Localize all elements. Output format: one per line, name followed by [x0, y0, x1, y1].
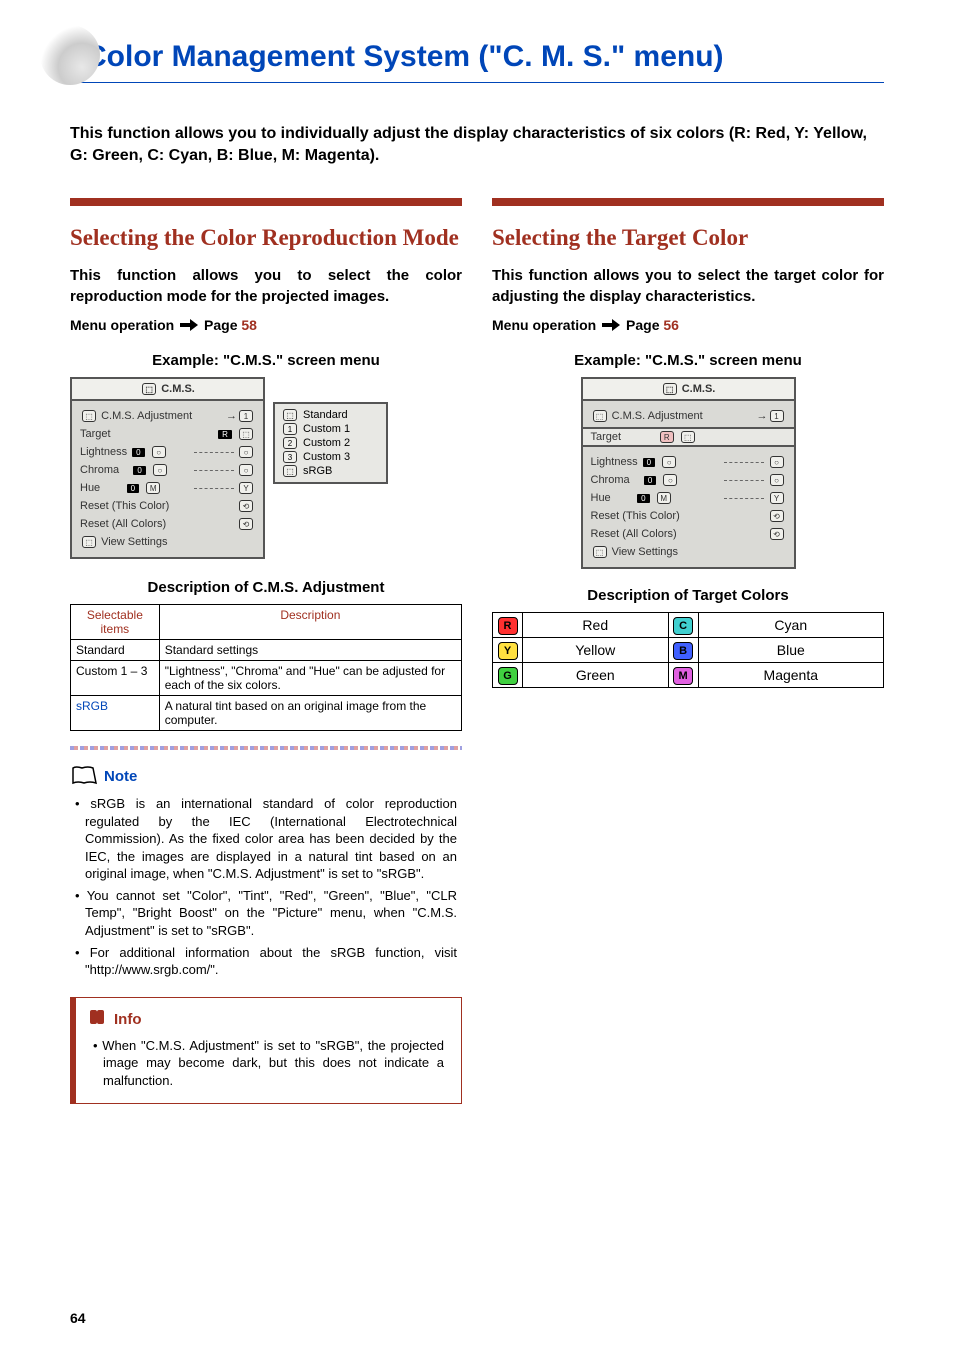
desc-title-left: Description of C.M.S. Adjustment [70, 579, 462, 596]
menu-item-chroma: Chroma 0 ○ ○ [591, 471, 786, 489]
menu-item-reset-this: Reset (This Color)⟲ [591, 507, 786, 525]
color-name: Magenta [698, 663, 883, 688]
menu-op-label: Menu operation [70, 317, 174, 333]
menu-title: ⬚ C.M.S. [72, 379, 263, 401]
section-divider [492, 198, 884, 206]
menu-item-lightness: Lightness 0 ○ ○ [591, 453, 786, 471]
table-row: Standard Standard settings [71, 640, 462, 661]
color-name: Blue [698, 638, 883, 663]
badge-green: G [498, 667, 518, 685]
table-col2: Description [159, 605, 461, 640]
intro-text: This function allows you to individually… [70, 123, 884, 168]
menu-operation-right: Menu operation Page 56 [492, 317, 884, 334]
info-box: Info When "C.M.S. Adjustment" is set to … [70, 997, 462, 1105]
page-header: Color Management System ("C. M. S." menu… [70, 40, 884, 83]
menu-item-reset-all: Reset (All Colors)⟲ [80, 515, 255, 533]
example-label-left: Example: "C.M.S." screen menu [70, 352, 462, 369]
content-columns: Selecting the Color Reproduction Mode Th… [70, 198, 884, 1105]
menu-item-chroma: Chroma 0 ○ ○ [80, 461, 255, 479]
dotted-divider [70, 746, 462, 750]
info-text: When "C.M.S. Adjustment" is set to "sRGB… [93, 1037, 444, 1090]
info-label: Info [114, 1011, 142, 1028]
color-name: Cyan [698, 613, 883, 638]
target-colors-table: R Red C Cyan Y Yellow B Blue G Green M M… [492, 612, 884, 688]
badge-blue: B [673, 642, 693, 660]
popup-menu: ⬚Standard 1Custom 1 2Custom 2 3Custom 3 … [273, 402, 388, 484]
menu-item-view: ⬚ View Settings [80, 533, 255, 551]
note-list: sRGB is an international standard of col… [70, 795, 462, 978]
info-header: Info [88, 1008, 449, 1031]
popup-srgb: ⬚sRGB [281, 464, 380, 478]
cms-adjustment-table: Selectable items Description Standard St… [70, 604, 462, 731]
note-item: You cannot set "Color", "Tint", "Red", "… [75, 887, 457, 940]
menu-item-adjustment: ⬚ C.M.S. Adjustment →1 [80, 407, 255, 425]
menu-item-reset-this: Reset (This Color)⟲ [80, 497, 255, 515]
color-name: Red [523, 613, 669, 638]
page-ref: 56 [663, 317, 679, 333]
note-item: sRGB is an international standard of col… [75, 795, 457, 883]
table-row: Y Yellow B Blue [493, 638, 884, 663]
page-label: Page [204, 317, 237, 333]
table-row: Custom 1 – 3 "Lightness", "Chroma" and "… [71, 661, 462, 696]
header-bullet [40, 25, 100, 85]
menu-operation-left: Menu operation Page 58 [70, 317, 462, 334]
popup-standard: ⬚Standard [281, 408, 380, 422]
info-icon [88, 1008, 108, 1031]
desc-title-right: Description of Target Colors [492, 587, 884, 604]
menu-item-hue: Hue 0 M Y [591, 489, 786, 507]
table-row: R Red C Cyan [493, 613, 884, 638]
menu-item-reset-all: Reset (All Colors)⟲ [591, 525, 786, 543]
menu-item-lightness: Lightness 0 ○ ○ [80, 443, 255, 461]
left-body: This function allows you to select the c… [70, 266, 462, 307]
menu-row: ⬚ C.M.S. ⬚ C.M.S. Adjustment →1 Target R… [70, 377, 462, 559]
section-divider [70, 198, 462, 206]
menu-item-adjustment: ⬚ C.M.S. Adjustment →1 [591, 407, 786, 425]
menu-item-target: Target R ⬚ [583, 427, 794, 447]
menu-item-target: Target R ⬚ [80, 425, 255, 443]
example-label-right: Example: "C.M.S." screen menu [492, 352, 884, 369]
menu-icon: ⬚ [142, 383, 156, 395]
table-col1: Selectable items [71, 605, 160, 640]
menu-op-label: Menu operation [492, 317, 596, 333]
popup-custom2: 2Custom 2 [281, 436, 380, 450]
color-name: Yellow [523, 638, 669, 663]
right-heading: Selecting the Target Color [492, 224, 884, 252]
arrow-icon [180, 318, 198, 334]
table-row: G Green M Magenta [493, 663, 884, 688]
popup-custom1: 1Custom 1 [281, 422, 380, 436]
table-row: sRGB A natural tint based on an original… [71, 696, 462, 731]
right-body: This function allows you to select the t… [492, 266, 884, 307]
note-header: Note [70, 765, 462, 787]
badge-red: R [498, 617, 518, 635]
menu-title: ⬚ C.M.S. [583, 379, 794, 401]
cms-menu-screenshot-right: ⬚ C.M.S. ⬚ C.M.S. Adjustment →1 Target R… [581, 377, 796, 569]
page-number: 64 [70, 1310, 86, 1326]
badge-magenta: M [673, 667, 693, 685]
popup-custom3: 3Custom 3 [281, 450, 380, 464]
left-heading: Selecting the Color Reproduction Mode [70, 224, 462, 252]
menu-item-view: ⬚ View Settings [591, 543, 786, 561]
page-ref: 58 [241, 317, 257, 333]
right-column: Selecting the Target Color This function… [492, 198, 884, 1105]
badge-yellow: Y [498, 642, 518, 660]
badge-cyan: C [673, 617, 693, 635]
left-column: Selecting the Color Reproduction Mode Th… [70, 198, 462, 1105]
note-icon [70, 765, 98, 787]
arrow-icon [602, 318, 620, 334]
cms-menu-screenshot: ⬚ C.M.S. ⬚ C.M.S. Adjustment →1 Target R… [70, 377, 265, 559]
page-title: Color Management System ("C. M. S." menu… [70, 40, 884, 83]
note-label: Note [104, 768, 137, 785]
page-label: Page [626, 317, 659, 333]
menu-item-hue: Hue 0 M Y [80, 479, 255, 497]
color-name: Green [523, 663, 669, 688]
note-item: For additional information about the sRG… [75, 944, 457, 979]
